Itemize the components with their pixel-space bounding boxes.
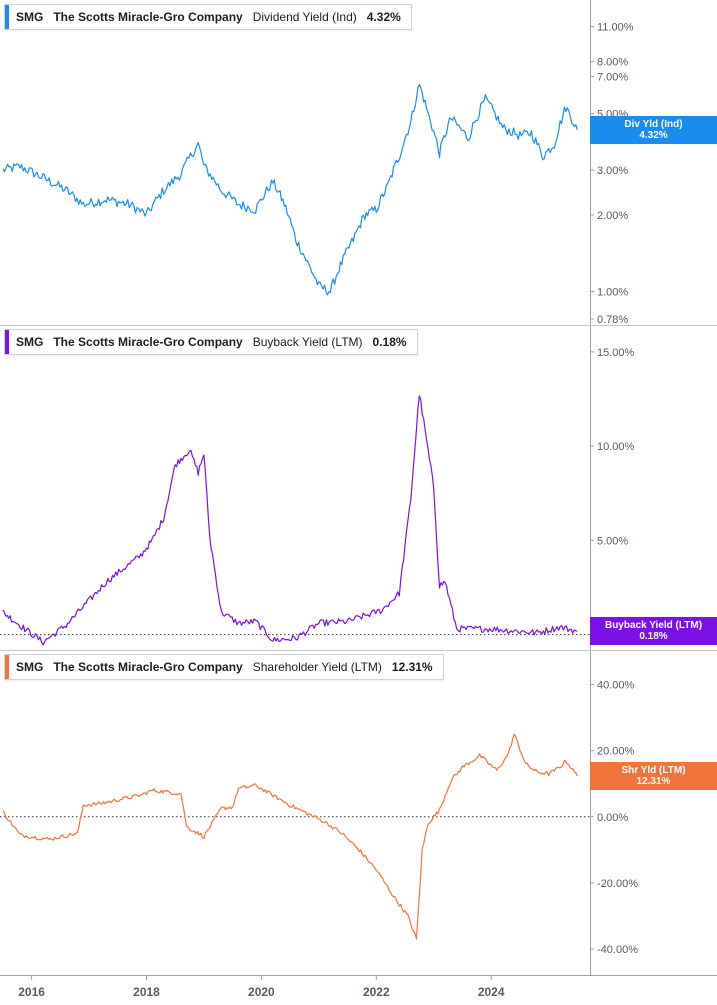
metric-name: Dividend Yield (Ind) bbox=[252, 10, 357, 24]
series-color-swatch bbox=[5, 5, 9, 29]
end-label-value: 4.32% bbox=[639, 129, 668, 141]
x-tick-label: 2020 bbox=[248, 985, 275, 999]
metric-name: Shareholder Yield (LTM) bbox=[252, 660, 382, 674]
y-tick-label: 20.00% bbox=[597, 746, 635, 758]
series-line bbox=[2, 84, 578, 296]
end-label-value: 0.18% bbox=[639, 631, 668, 643]
y-tick-label: 1.00% bbox=[597, 287, 628, 299]
x-tick-label: 2018 bbox=[133, 985, 160, 999]
panel-header-shareholder-yield: SMG The Scotts Miracle-Gro Company Share… bbox=[4, 654, 444, 680]
y-tick-label: 40.00% bbox=[597, 679, 635, 691]
y-tick-label: -40.00% bbox=[597, 944, 638, 956]
y-tick-label: 0.00% bbox=[597, 812, 628, 824]
x-tick-label: 2024 bbox=[478, 985, 505, 999]
y-tick-label: 8.00% bbox=[597, 57, 628, 69]
x-tick-label: 2016 bbox=[18, 985, 45, 999]
ticker: SMG bbox=[16, 10, 44, 24]
x-tick-label: 2022 bbox=[363, 985, 390, 999]
company-name: The Scotts Miracle-Gro Company bbox=[53, 10, 243, 24]
y-tick-label: 2.00% bbox=[597, 210, 628, 222]
metric-value: 4.32% bbox=[366, 10, 401, 24]
y-tick-label: 11.00% bbox=[597, 21, 634, 33]
end-label-value: 12.31% bbox=[636, 776, 671, 788]
metric-value: 12.31% bbox=[391, 660, 433, 674]
end-value-label-buyback-yield: Buyback Yield (LTM) 0.18% bbox=[590, 617, 717, 646]
end-label-name: Buyback Yield (LTM) bbox=[604, 620, 703, 632]
series-color-swatch bbox=[5, 655, 9, 679]
metric-value: 0.18% bbox=[372, 335, 407, 349]
y-tick-label: -20.00% bbox=[597, 878, 638, 890]
ticker: SMG bbox=[16, 335, 44, 349]
y-tick-label: 15.00% bbox=[597, 347, 635, 359]
y-tick-label: 10.00% bbox=[597, 441, 635, 453]
end-label-name: Div Yld (Ind) bbox=[624, 118, 683, 130]
series-line bbox=[2, 733, 578, 940]
series-color-swatch bbox=[5, 330, 9, 354]
panel-header-buyback-yield: SMG The Scotts Miracle-Gro Company Buyba… bbox=[4, 329, 418, 355]
end-value-label-shareholder-yield: Shr Yld (LTM) 12.31% bbox=[590, 762, 717, 791]
company-name: The Scotts Miracle-Gro Company bbox=[53, 335, 243, 349]
series-line bbox=[2, 395, 578, 646]
y-tick-label: 5.00% bbox=[597, 535, 628, 547]
panel-header-dividend-yield: SMG The Scotts Miracle-Gro Company Divid… bbox=[4, 4, 412, 30]
metric-name: Buyback Yield (LTM) bbox=[252, 335, 363, 349]
ticker: SMG bbox=[16, 660, 44, 674]
end-value-label-dividend-yield: Div Yld (Ind) 4.32% bbox=[590, 115, 717, 144]
y-tick-label: 3.00% bbox=[597, 165, 628, 177]
company-name: The Scotts Miracle-Gro Company bbox=[53, 660, 243, 674]
end-label-name: Shr Yld (LTM) bbox=[621, 765, 686, 777]
y-tick-label: 0.78% bbox=[597, 314, 628, 326]
y-tick-label: 7.00% bbox=[597, 71, 628, 83]
